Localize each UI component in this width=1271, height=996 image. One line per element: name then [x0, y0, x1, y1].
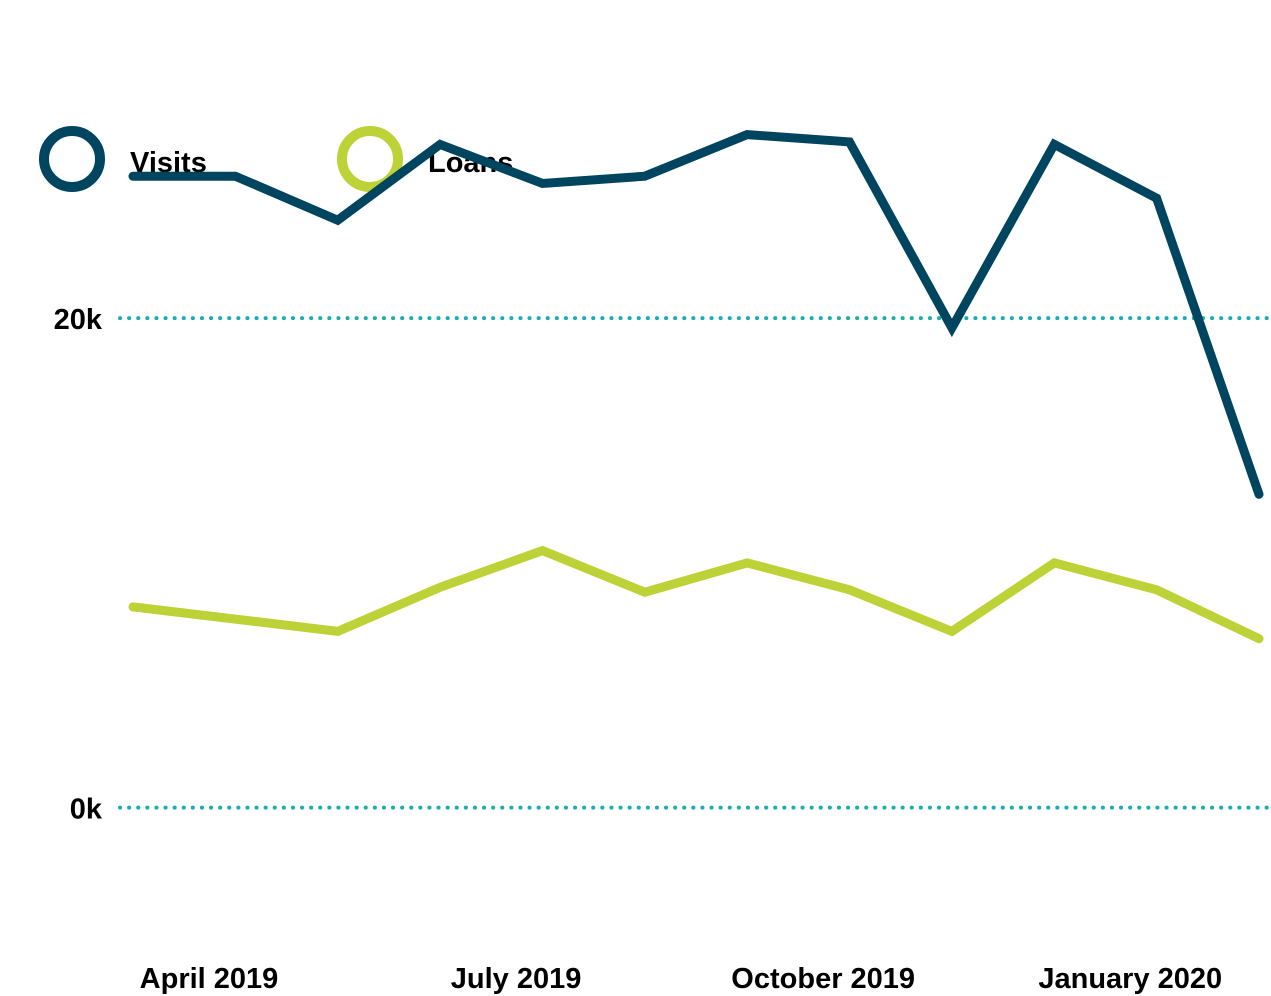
y-axis: 0k 20k — [54, 304, 103, 825]
gridlines — [118, 316, 1271, 810]
x-tick-label: July 2019 — [451, 963, 582, 995]
legend: Visits Loans — [39, 126, 513, 192]
y-tick-label: 20k — [54, 304, 103, 336]
x-tick-label: April 2019 — [140, 963, 279, 995]
y-tick-label: 0k — [70, 794, 103, 826]
x-tick-label: January 2020 — [1038, 963, 1222, 995]
x-tick-label: October 2019 — [731, 963, 915, 995]
series-line-visits — [128, 130, 1264, 499]
series-line-loans — [128, 545, 1264, 644]
series-lines — [128, 130, 1264, 644]
x-axis: April 2019 July 2019 October 2019 January 2… — [140, 963, 1222, 995]
legend-marker-loans — [337, 126, 403, 192]
legend-marker-visits — [39, 126, 105, 192]
